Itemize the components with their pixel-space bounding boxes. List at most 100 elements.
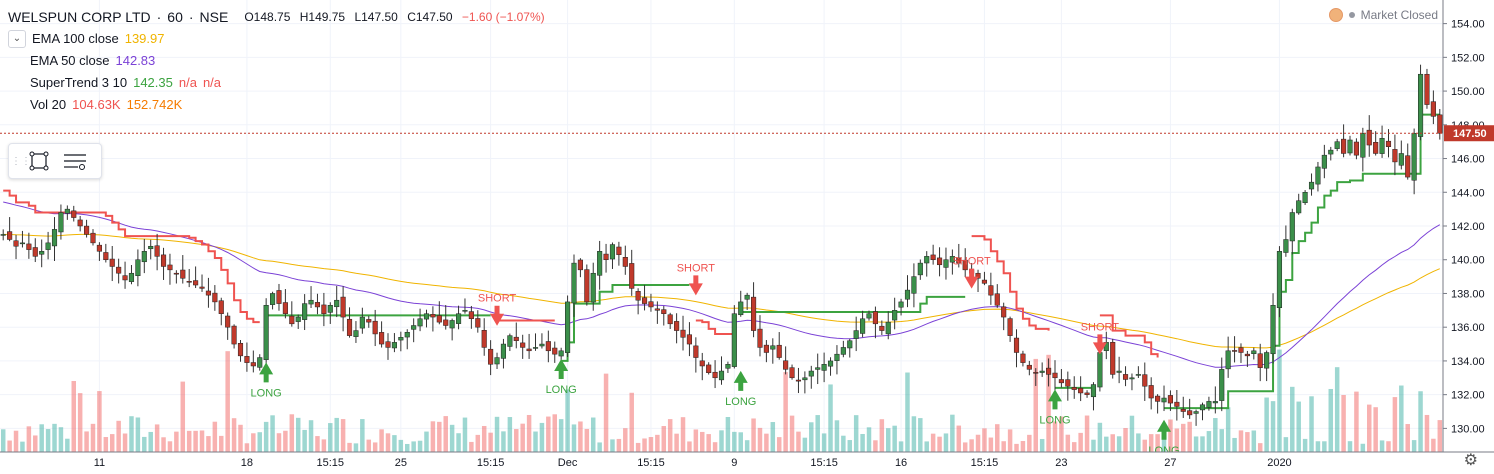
volume-bar: [635, 442, 641, 452]
signal-label: SHORT: [478, 293, 517, 305]
indicator-ema50[interactable]: EMA 50 close 142.83: [8, 50, 545, 72]
volume-bar: [1245, 432, 1250, 452]
candle-body: [391, 342, 397, 349]
volume-bar: [738, 432, 743, 452]
price-tick-label: 152.00: [1451, 52, 1485, 64]
candle-body: [436, 315, 442, 323]
volume-bar: [109, 434, 115, 452]
clock-icon[interactable]: [1328, 8, 1343, 22]
candle-body: [334, 299, 340, 308]
candle-body: [731, 313, 737, 367]
volume-bar: [584, 428, 590, 452]
candle-body: [757, 328, 763, 348]
indicator-supertrend[interactable]: SuperTrend 3 10 142.35 n/a n/a: [8, 72, 545, 94]
volume-bar: [533, 431, 538, 452]
volume-bar: [770, 422, 776, 452]
price-axis: 130.00 132.00 134.00 136.00 138.00 140.00 142.…: [1442, 0, 1494, 474]
candle-body: [840, 347, 846, 355]
drag-handle-icon[interactable]: ⋮⋮: [11, 155, 31, 167]
volume-bar: [1328, 388, 1334, 452]
supertrend-segment: [740, 295, 966, 314]
price-tick-label: 154.00: [1451, 19, 1485, 31]
candle-body: [699, 360, 705, 367]
volume-bar: [206, 436, 211, 452]
volume-bar: [1155, 434, 1160, 452]
floating-toolbar[interactable]: ⋮⋮: [8, 143, 102, 179]
signal-label: LONG: [546, 384, 577, 396]
volume-bar: [372, 442, 378, 452]
volume-bar: [757, 427, 763, 452]
candle-body: [1180, 409, 1186, 412]
candle-body: [475, 318, 481, 328]
candle-body: [827, 360, 834, 367]
volume-bar: [251, 433, 256, 452]
volume-bar: [462, 417, 468, 452]
volume-bar: [1129, 415, 1135, 452]
candle-body: [667, 314, 673, 325]
volume-bar: [661, 426, 667, 452]
candle-body: [225, 315, 231, 328]
volume-bar: [1007, 429, 1013, 452]
candle-body: [1283, 239, 1289, 253]
indicator-volume[interactable]: Vol 20 104.63K 152.742K: [8, 94, 545, 116]
candle-body: [609, 244, 616, 260]
volume-bar: [1431, 438, 1436, 452]
volume-bar: [751, 418, 756, 452]
candle-body: [1122, 374, 1129, 380]
volume-bar: [174, 431, 179, 452]
volume-bar: [1084, 415, 1090, 452]
candle-body: [949, 256, 955, 263]
volume-bar: [526, 414, 532, 452]
interval[interactable]: 60: [167, 9, 183, 25]
volume-bar: [1104, 436, 1109, 452]
market-status: Market Closed: [1328, 8, 1438, 22]
candle-body: [988, 285, 994, 296]
volume-bar: [1270, 401, 1276, 452]
menu-button[interactable]: [57, 146, 93, 176]
volume-bar: [1168, 419, 1173, 452]
candle-body: [1174, 401, 1180, 407]
volume-bar: [1027, 434, 1032, 452]
candle-body: [1116, 370, 1122, 373]
candle-body: [1437, 114, 1443, 134]
volume-bar: [97, 391, 102, 452]
volume-bar: [1386, 441, 1391, 452]
candle-body: [539, 343, 545, 347]
volume-bars: [0, 349, 1443, 452]
candle-body: [372, 320, 378, 335]
candle-body: [212, 292, 218, 303]
volume-bar: [520, 423, 525, 452]
indicator-label: Vol 20: [30, 97, 67, 112]
volume-bar: [988, 437, 994, 452]
chevron-down-icon[interactable]: ⌄: [8, 30, 26, 48]
volume-bar: [449, 424, 455, 452]
long-arrow-icon: [554, 359, 569, 380]
candle-body: [398, 337, 404, 341]
volume-bar: [1264, 397, 1269, 452]
volume-bar: [1046, 354, 1051, 452]
volume-bar: [456, 433, 461, 452]
candle-body: [1084, 392, 1090, 395]
indicator-ema100[interactable]: ⌄ EMA 100 close 139.97: [8, 28, 545, 50]
symbol-name[interactable]: WELSPUN CORP LTD: [8, 9, 151, 25]
volume-bar: [898, 441, 904, 452]
candle-body: [738, 301, 744, 316]
supertrend-segment: [1164, 113, 1440, 410]
time-tick-label: 27: [1164, 457, 1176, 469]
volume-bar: [552, 414, 557, 452]
candle-body: [263, 305, 269, 360]
candle-body: [1219, 369, 1225, 401]
volume-bar: [129, 416, 134, 452]
volume-bar: [45, 429, 51, 452]
rectangle-tool-button[interactable]: [21, 146, 57, 176]
candle-body: [1341, 138, 1347, 154]
candle-body: [500, 343, 507, 359]
volume-bar: [1367, 404, 1372, 452]
volume-bar: [379, 429, 384, 452]
gear-icon[interactable]: ⚙: [1463, 452, 1478, 469]
candle-body: [770, 345, 776, 350]
volume-bar: [398, 439, 404, 452]
candle-body: [802, 377, 808, 381]
